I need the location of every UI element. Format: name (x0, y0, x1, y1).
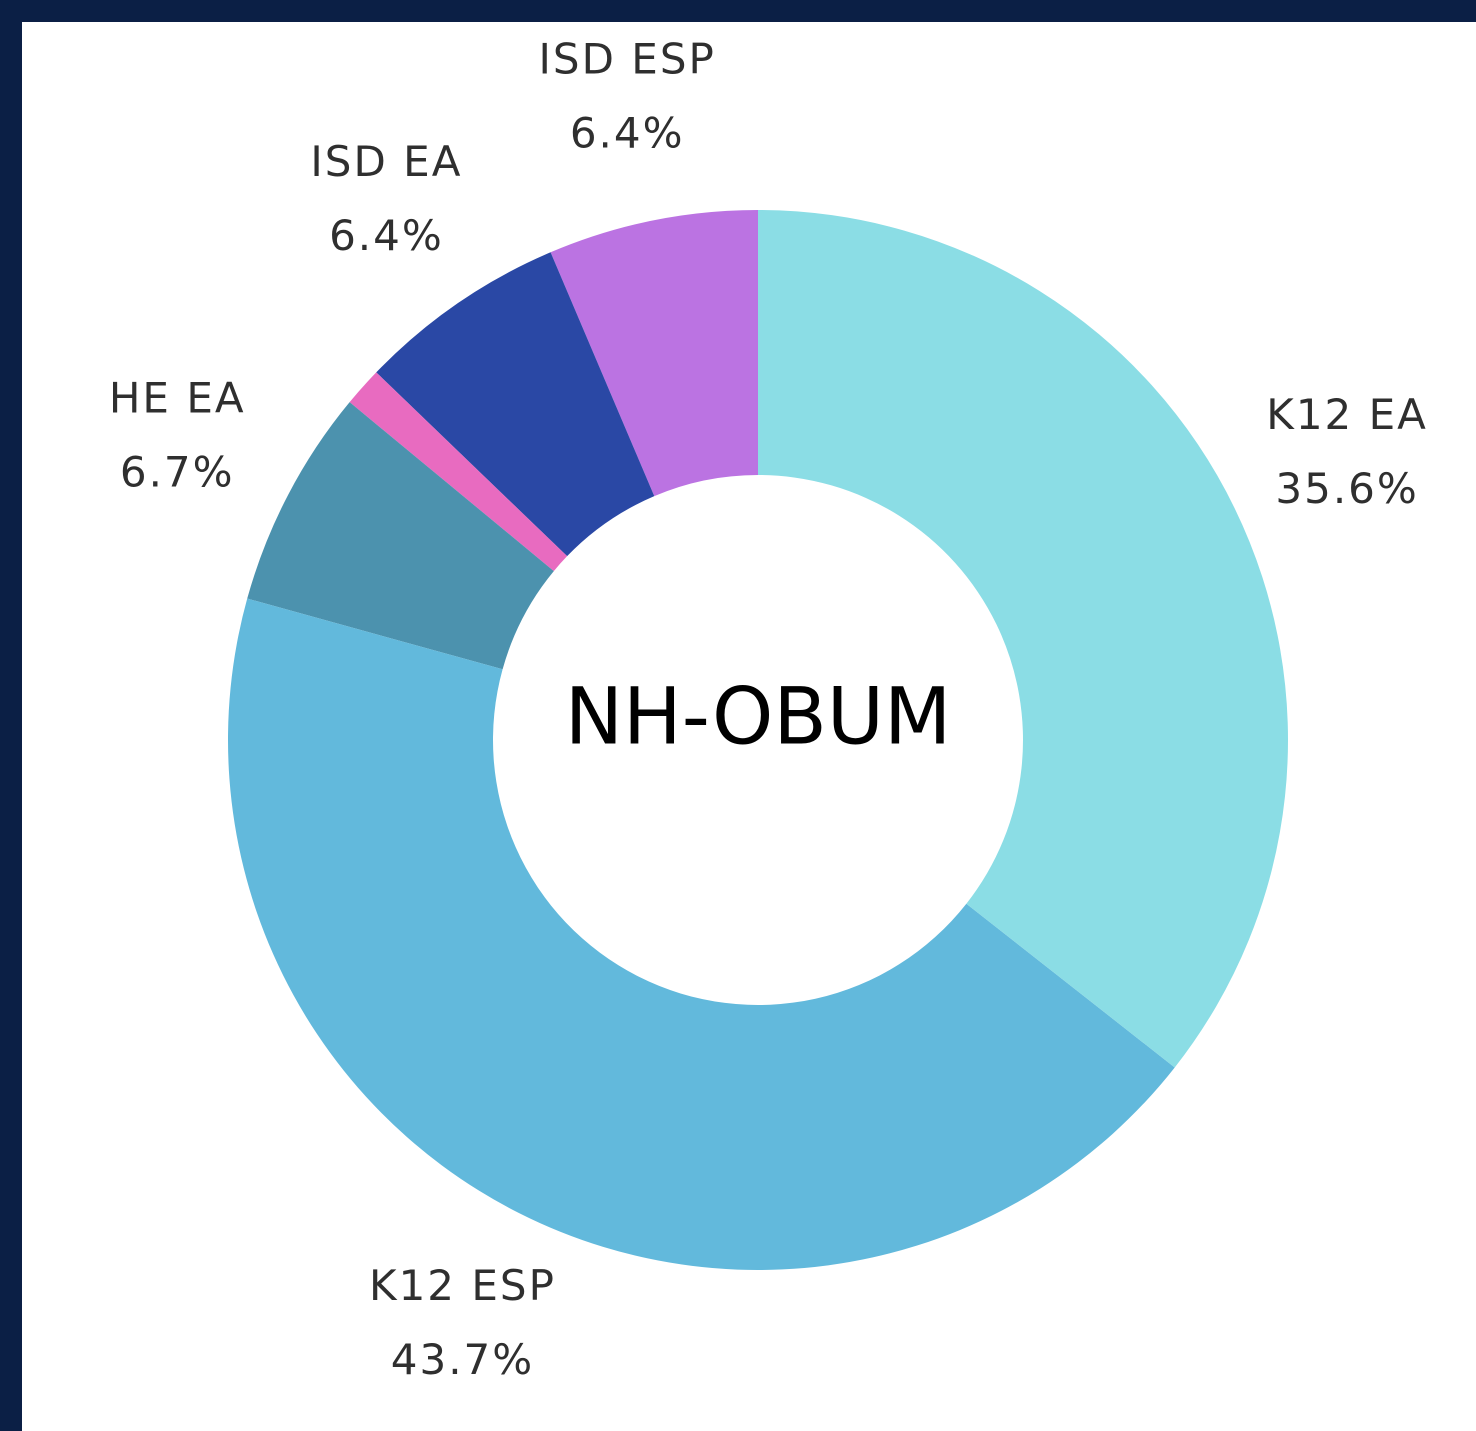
donut-segment (376, 252, 655, 557)
segment-value: 6.4% (570, 109, 685, 158)
segment-value: 6.7% (120, 448, 235, 497)
donut-segment (247, 402, 554, 670)
center-label: NH-OBUM (565, 672, 952, 762)
donut-segment (228, 598, 1175, 1271)
donut-segment (550, 210, 758, 497)
segment-value: 6.4% (329, 211, 444, 260)
donut-segment (758, 210, 1288, 1068)
segment-label: K12 EA (1266, 390, 1428, 439)
donut-segment (349, 372, 568, 572)
segment-value: 43.7% (391, 1335, 534, 1384)
segment-label: HE EA (109, 374, 246, 423)
segment-label: ISD EA (310, 137, 462, 186)
segment-value: 35.6% (1275, 464, 1418, 513)
segment-label: ISD ESP (539, 35, 716, 84)
segment-label: K12 ESP (369, 1261, 556, 1310)
